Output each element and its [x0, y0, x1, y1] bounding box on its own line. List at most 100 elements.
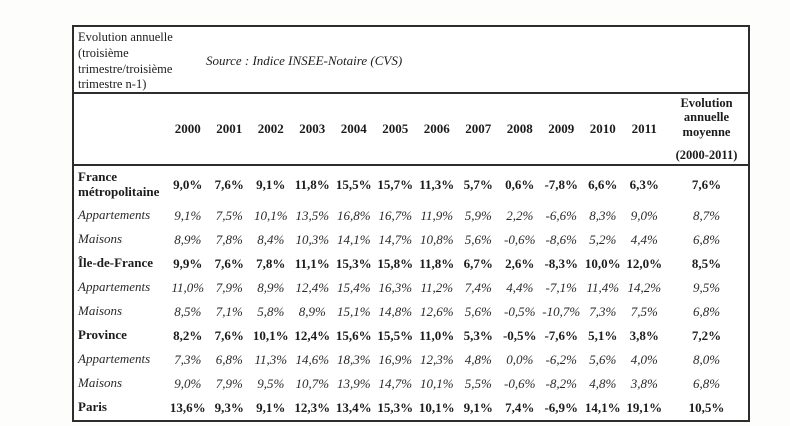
table-cell: 7,3%	[589, 303, 617, 319]
table-cell: 14,2%	[627, 279, 662, 295]
table-cell: 10,1%	[419, 375, 454, 391]
source-note: Source : Indice INSEE-Notaire (CVS)	[206, 53, 403, 68]
table-cell: -7,1%	[545, 279, 577, 295]
table-cell: 0,6%	[505, 176, 535, 192]
column-header-2002: 2002	[250, 94, 292, 166]
row-label: Appartements	[78, 207, 151, 223]
table-cell: 11,3%	[254, 351, 288, 367]
table-cell: 15,7%	[377, 176, 414, 192]
column-header-2008: 2008	[499, 94, 541, 166]
table-cell: -6,6%	[545, 207, 577, 223]
table-cell: 5,6%	[589, 351, 617, 367]
table-cell: -0,6%	[504, 231, 536, 247]
table-header-band: Evolution annuelle (troisième trimestre/…	[74, 27, 748, 94]
table-cell: 11,0%	[171, 279, 205, 295]
column-header-2000: 2000	[167, 94, 209, 166]
avg-cell: 9,5%	[692, 279, 721, 295]
table-cell: 7,1%	[215, 303, 243, 319]
avg-cell: 6,8%	[692, 231, 721, 247]
row-label: Maisons	[78, 375, 123, 391]
evolution-table: Evolution annuelle (troisième trimestre/…	[72, 25, 750, 422]
table-cell: 11,4%	[586, 279, 620, 295]
column-header-2006: 2006	[416, 94, 458, 166]
table-cell: 9,9%	[173, 255, 203, 271]
table-cell: 6,6%	[588, 176, 618, 192]
table-cell: 19,1%	[626, 399, 663, 415]
avg-cell: 7,6%	[691, 176, 722, 192]
table-cell: 8,9%	[257, 279, 285, 295]
table-row: Province 8,2% 7,6% 10,1% 12,4% 15,6% 15,5% 11,0…	[74, 324, 748, 348]
row-label: Maisons	[78, 303, 123, 319]
table-cell: 7,6%	[214, 327, 244, 343]
table-cell: 14,1%	[584, 399, 621, 415]
table-cell: 5,7%	[463, 176, 493, 192]
table-row: Maisons 8,9% 7,8% 8,4% 10,3% 14,1% 14,7% 10,8% 5…	[74, 228, 748, 252]
table-cell: 9,5%	[257, 375, 285, 391]
table-cell: 7,5%	[215, 207, 243, 223]
table-cell: 4,8%	[464, 351, 492, 367]
avg-column-subheader: (2000-2011)	[675, 147, 738, 162]
avg-cell: 7,2%	[691, 327, 722, 343]
table-cell: 6,7%	[463, 255, 493, 271]
table-cell: 16,3%	[378, 279, 413, 295]
table-cell: 10,1%	[253, 207, 288, 223]
table-cell: 9,1%	[256, 399, 286, 415]
column-header-2007: 2007	[457, 94, 499, 166]
table-cell: -10,7%	[542, 303, 581, 319]
table-cell: 16,8%	[336, 207, 371, 223]
row-label: Appartements	[78, 279, 151, 295]
column-header-2011: 2011	[623, 94, 665, 166]
table-row: Appartements 7,3% 6,8% 11,3% 14,6% 18,3% 16,9%…	[74, 348, 748, 372]
table-cell: 14,7%	[378, 375, 413, 391]
table-cell: 9,1%	[174, 207, 202, 223]
table-cell: 15,3%	[377, 399, 414, 415]
table-cell: 4,4%	[506, 279, 534, 295]
avg-cell: 6,8%	[692, 303, 721, 319]
column-header-2001: 2001	[208, 94, 250, 166]
table-body: France métropolitaine 9,0% 7,6% 9,1% 11,8% 15…	[74, 165, 748, 420]
table-cell: 14,7%	[378, 231, 413, 247]
avg-cell: 8,5%	[691, 255, 722, 271]
table-cell: 10,8%	[419, 231, 454, 247]
table-cell: 15,4%	[336, 279, 371, 295]
table-cell: -0,5%	[504, 303, 536, 319]
table-cell: 16,7%	[378, 207, 413, 223]
year-header-row: 2000 2001 2002 2003 2004 2005 2006 2007 2008 2009…	[74, 94, 748, 166]
avg-cell: 6,8%	[692, 375, 721, 391]
table-cell: 11,8%	[294, 176, 330, 192]
table-cell: 5,3%	[463, 327, 493, 343]
column-header-2009: 2009	[540, 94, 582, 166]
table-cell: 5,6%	[464, 231, 492, 247]
table-cell: 11,0%	[419, 327, 455, 343]
table-cell: 15,1%	[336, 303, 371, 319]
table-cell: 8,3%	[589, 207, 617, 223]
avg-cell: 8,7%	[692, 207, 721, 223]
row-label: France métropolitaine	[78, 169, 160, 199]
table-cell: 8,9%	[298, 303, 326, 319]
table-cell: 15,3%	[335, 255, 372, 271]
table-cell: 7,4%	[505, 399, 535, 415]
table-cell: 7,8%	[215, 231, 243, 247]
avg-column-header-inner: Evolution annuelle moyenne (2000-2011)	[665, 94, 748, 164]
row-label: Appartements	[78, 351, 151, 367]
table-cell: 7,4%	[464, 279, 492, 295]
table-cell: 0,0%	[506, 351, 534, 367]
table-cell: 15,5%	[377, 327, 414, 343]
table-row: Appartements 9,1% 7,5% 10,1% 13,5% 16,8% 16,7%…	[74, 204, 748, 228]
table-cell: 7,8%	[256, 255, 286, 271]
table-row: Maisons 9,0% 7,9% 9,5% 10,7% 13,9% 14,7% 10,1% 5…	[74, 372, 748, 396]
table-row: Appartements 11,0% 7,9% 8,9% 12,4% 15,4% 16,3%…	[74, 276, 748, 300]
table-cell: 11,8%	[419, 255, 455, 271]
table-row: Paris 13,6% 9,3% 9,1% 12,3% 13,4% 15,3% 10,1% 9,…	[74, 396, 748, 420]
table-cell: 10,3%	[295, 231, 330, 247]
table-cell: 8,5%	[174, 303, 202, 319]
table-cell: 12,3%	[419, 351, 454, 367]
table-cell: 4,8%	[589, 375, 617, 391]
table-cell: 12,4%	[295, 279, 330, 295]
table-cell: -0,5%	[502, 327, 537, 343]
table-cell: 12,0%	[626, 255, 663, 271]
row-label: Île-de-France	[78, 255, 154, 271]
table-cell: -7,8%	[544, 176, 579, 192]
table-cell: 2,6%	[505, 255, 535, 271]
table-cell: 11,1%	[294, 255, 330, 271]
